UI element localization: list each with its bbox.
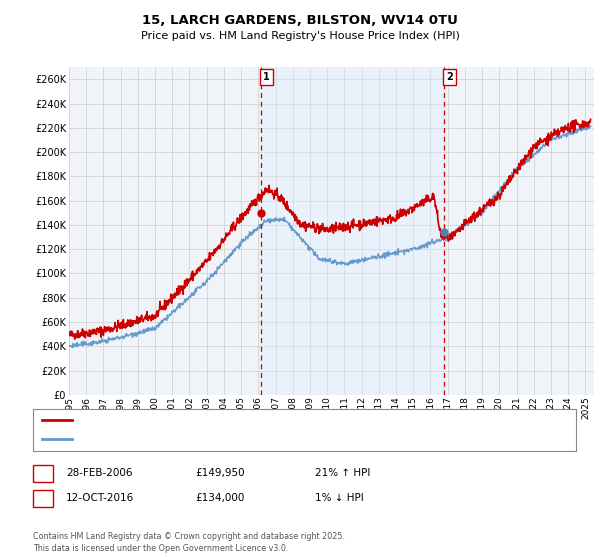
Text: 15, LARCH GARDENS, BILSTON, WV14 0TU: 15, LARCH GARDENS, BILSTON, WV14 0TU [142,14,458,27]
Text: Price paid vs. HM Land Registry's House Price Index (HPI): Price paid vs. HM Land Registry's House … [140,31,460,41]
Text: HPI: Average price, semi-detached house, Wolverhampton: HPI: Average price, semi-detached house,… [78,435,363,445]
Text: £134,000: £134,000 [195,493,244,503]
Text: 2: 2 [446,72,452,82]
Text: £149,950: £149,950 [195,468,245,478]
Text: 28-FEB-2006: 28-FEB-2006 [66,468,133,478]
Text: 1% ↓ HPI: 1% ↓ HPI [315,493,364,503]
Text: 12-OCT-2016: 12-OCT-2016 [66,493,134,503]
Text: 1: 1 [39,468,47,478]
Text: Contains HM Land Registry data © Crown copyright and database right 2025.
This d: Contains HM Land Registry data © Crown c… [33,532,345,553]
Text: 2: 2 [39,493,47,503]
Text: 21% ↑ HPI: 21% ↑ HPI [315,468,370,478]
Bar [261,67,444,395]
Text: 15, LARCH GARDENS, BILSTON, WV14 0TU (semi-detached house): 15, LARCH GARDENS, BILSTON, WV14 0TU (se… [78,415,402,425]
Text: 1: 1 [263,72,270,82]
